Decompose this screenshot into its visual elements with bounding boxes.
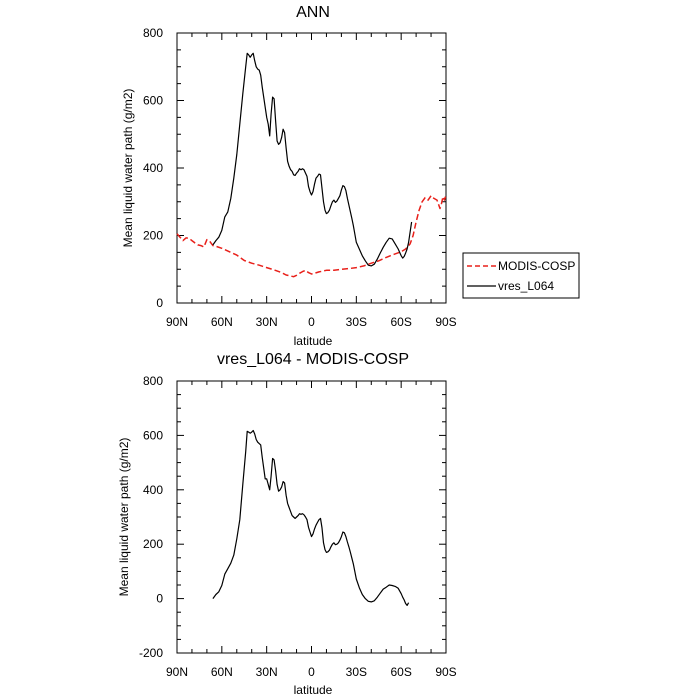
x-tick-label: 90S	[435, 315, 456, 329]
series-lines	[212, 429, 410, 607]
series-line-vres-l064-modis-cosp	[212, 429, 410, 607]
series-line-vres-l064	[212, 52, 413, 267]
series-line-modis-cosp	[176, 194, 447, 278]
x-tick-label: 60N	[211, 315, 233, 329]
x-tick-label: 30S	[346, 665, 367, 679]
y-tick-label: 200	[143, 537, 163, 551]
x-tick-label: 60S	[390, 315, 411, 329]
y-axis-label: Mean liquid water path (g/m2)	[121, 89, 135, 248]
x-tick-label: 30N	[256, 665, 278, 679]
x-axis: 90N 60N 30N 0 30S 60S 90S	[166, 381, 457, 679]
x-tick-label: 90N	[166, 315, 188, 329]
y-tick-label: 600	[143, 428, 163, 442]
y-tick-label: -200	[139, 646, 163, 660]
y-axis: 0 200 400 600 800	[143, 26, 446, 310]
x-tick-label: 90N	[166, 665, 188, 679]
y-tick-label: 200	[143, 229, 163, 243]
y-tick-label: 0	[156, 296, 163, 310]
y-tick-label: 800	[143, 374, 163, 388]
x-tick-label: 60S	[390, 665, 411, 679]
plot-frame	[176, 32, 447, 304]
x-tick-label: 30S	[346, 315, 367, 329]
plot-frame	[176, 380, 447, 654]
legend: MODIS-COSP vres_L064	[462, 252, 580, 299]
annual-mean-panel: ANN 90N 60N 30N 0 30S 60S 90S 0 200 400 600 800 la…	[121, 4, 457, 348]
x-tick-label: 60N	[211, 665, 233, 679]
y-tick-label: 0	[156, 592, 163, 606]
legend-box	[462, 252, 580, 299]
legend-label-vres: vres_L064	[498, 279, 554, 293]
x-tick-label: 30N	[256, 315, 278, 329]
panel-title: vres_L064 - MODIS-COSP	[217, 351, 409, 368]
x-tick-label: 90S	[435, 665, 456, 679]
legend-label-modis: MODIS-COSP	[498, 259, 575, 273]
y-tick-label: 600	[143, 94, 163, 108]
x-axis: 90N 60N 30N 0 30S 60S 90S	[166, 33, 457, 329]
y-axis: -200 0 200 400 600 800	[139, 374, 446, 660]
panel-title: ANN	[296, 4, 330, 21]
x-tick-label: 0	[308, 665, 315, 679]
y-tick-label: 400	[143, 161, 163, 175]
x-axis-label: latitude	[294, 334, 333, 348]
y-tick-label: 800	[143, 26, 163, 40]
series-lines	[176, 52, 447, 278]
y-tick-label: 400	[143, 483, 163, 497]
x-axis-label: latitude	[294, 683, 333, 697]
difference-panel: vres_L064 - MODIS-COSP 90N 60N 30N 0 30S 60S 9…	[117, 351, 457, 697]
x-tick-label: 0	[308, 315, 315, 329]
y-axis-label: Mean liquid water path (g/m2)	[117, 438, 131, 597]
